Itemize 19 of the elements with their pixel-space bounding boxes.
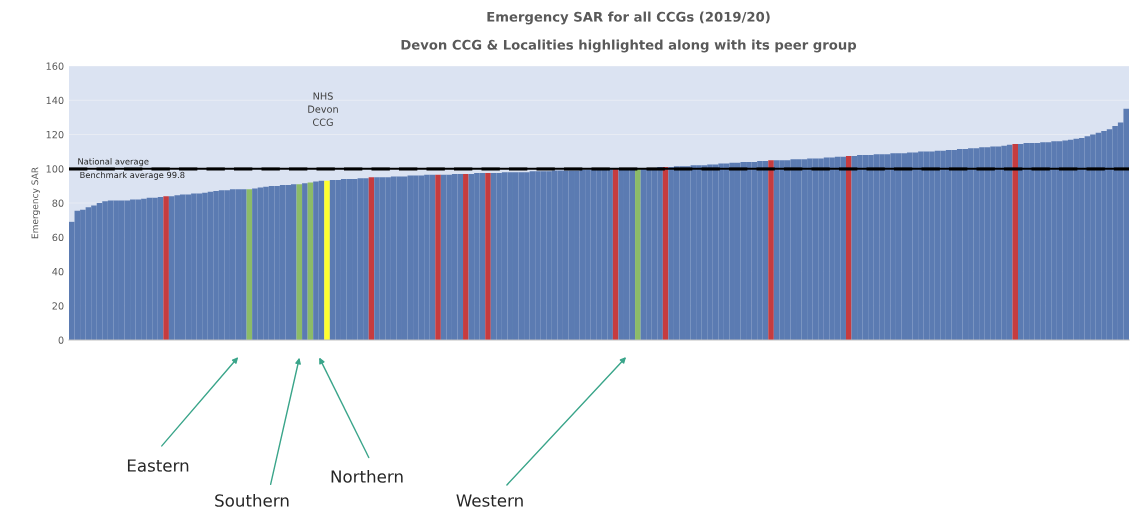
text: Eastern: [127, 459, 189, 472]
ref-line-label: Benchmark average 99.8: [80, 171, 185, 180]
y-tick-label: 100: [46, 165, 64, 173]
annotation: NHS Devon CCG: [308, 92, 338, 126]
chart-title: Emergency SAR for all CCGs (2019/20): [487, 11, 770, 25]
y-tick-label: 80: [52, 199, 64, 207]
text: Northern: [331, 469, 403, 483]
text: Southern: [215, 493, 289, 507]
y-tick-label: 0: [58, 336, 64, 344]
y-tick-label: 140: [46, 96, 64, 105]
text: Western: [456, 494, 523, 507]
y-tick-label: 60: [52, 233, 64, 242]
y-tick-label: 160: [46, 62, 64, 70]
y-axis-title: Emergency SAR: [31, 167, 41, 239]
y-tick-label: 120: [46, 130, 64, 139]
y-tick-label: 20: [52, 302, 64, 310]
chart-subtitle: Devon CCG & Localities highlighted along with its peer group: [401, 39, 857, 53]
ref-line-label: National average: [78, 158, 149, 167]
y-tick-label: 40: [52, 267, 64, 276]
